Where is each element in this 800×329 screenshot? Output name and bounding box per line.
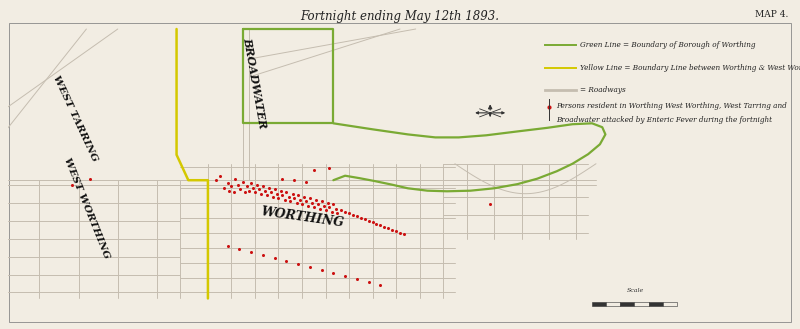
Text: Scale: Scale bbox=[626, 289, 644, 293]
Text: Persons resident in Worthing West Worthing, West Tarring and: Persons resident in Worthing West Worthi… bbox=[556, 102, 786, 110]
Bar bbox=[634, 302, 649, 306]
Bar bbox=[606, 302, 620, 306]
Text: Fortnight ending May 12th 1893.: Fortnight ending May 12th 1893. bbox=[301, 10, 499, 23]
Text: Broadwater attacked by Enteric Fever during the fortnight: Broadwater attacked by Enteric Fever dur… bbox=[556, 116, 772, 124]
Text: Green Line = Boundary of Borough of Worthing: Green Line = Boundary of Borough of Wort… bbox=[579, 41, 755, 49]
Text: MAP 4.: MAP 4. bbox=[754, 10, 788, 19]
Bar bbox=[662, 302, 677, 306]
Text: = Roadways: = Roadways bbox=[579, 87, 626, 94]
Text: Yellow Line = Boundary Line between Worthing & West Worthing: Yellow Line = Boundary Line between Wort… bbox=[579, 64, 800, 72]
Bar bbox=[592, 302, 606, 306]
Bar bbox=[620, 302, 634, 306]
Text: BROADWATER: BROADWATER bbox=[242, 37, 268, 129]
Text: WEST TARRING: WEST TARRING bbox=[50, 74, 98, 163]
Text: WEST WORTHING: WEST WORTHING bbox=[62, 157, 111, 261]
Text: WORTHING: WORTHING bbox=[259, 205, 345, 230]
Bar bbox=[649, 302, 662, 306]
